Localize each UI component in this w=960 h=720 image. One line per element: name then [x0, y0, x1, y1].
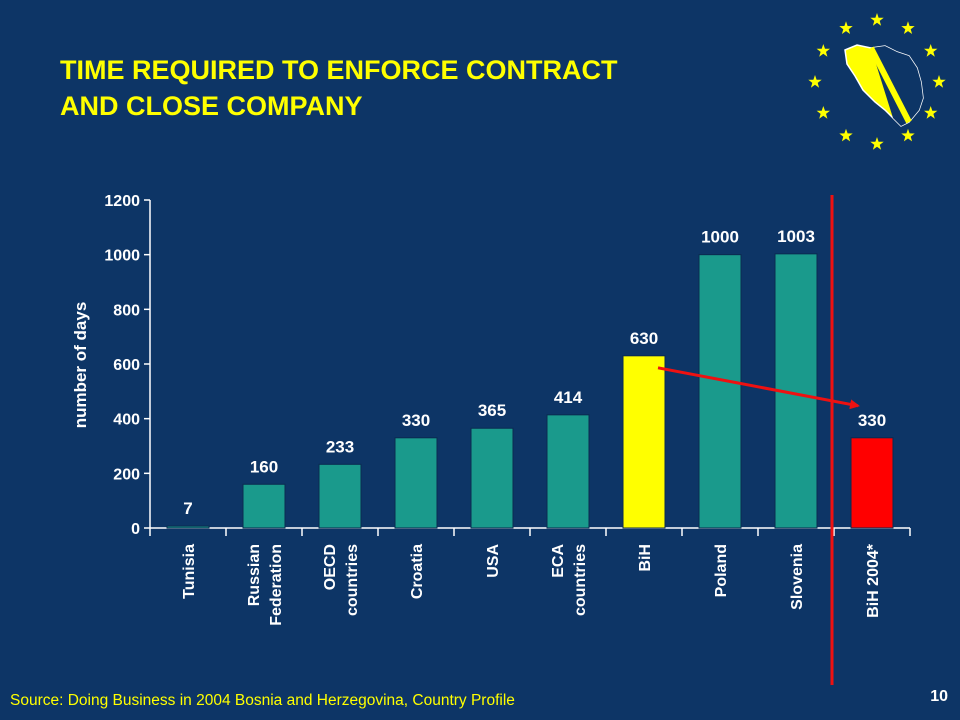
- category-label: BiH: [637, 544, 654, 572]
- value-label: 330: [402, 411, 430, 430]
- y-tick-label: 200: [113, 466, 140, 483]
- slide-title-line-2: AND CLOSE COMPANY: [60, 91, 363, 121]
- bar-poland: [698, 254, 742, 529]
- value-label: 1003: [777, 227, 815, 246]
- logo-star: [932, 75, 946, 88]
- category-label: Federation: [268, 544, 285, 626]
- eu-stars-ring: [808, 13, 946, 150]
- bars-group: [166, 253, 894, 529]
- bar-oecd-countries: [318, 463, 362, 529]
- bar-eca-countries: [546, 414, 590, 529]
- logo-star: [870, 13, 884, 26]
- category-labels-group: Tunisia Russian Federation OECD countries Cro…: [181, 543, 882, 626]
- category-label: Slovenia: [789, 544, 806, 610]
- page-number: 10: [930, 688, 948, 705]
- bar-bih-2004: [850, 437, 894, 529]
- value-label: 233: [326, 437, 354, 456]
- category-label: countries: [572, 544, 589, 616]
- y-tick-label: 1000: [104, 248, 140, 265]
- y-axis: 0 200 400 600 800 1000 1200: [104, 193, 151, 538]
- eu-stars-bosnia-map-icon: [808, 13, 946, 150]
- y-tick-label: 400: [113, 412, 140, 429]
- category-label: Poland: [713, 544, 730, 597]
- category-label: BiH 2004*: [865, 543, 882, 618]
- logo-star: [924, 106, 938, 119]
- logo-star: [901, 128, 915, 142]
- logo-star: [839, 21, 853, 34]
- value-label: 1000: [701, 228, 739, 247]
- category-label: ECA: [550, 544, 567, 578]
- logo-star: [901, 21, 915, 34]
- value-label: 330: [858, 411, 886, 430]
- bosnia-map-shape: [844, 44, 924, 127]
- value-label: 160: [250, 457, 278, 476]
- bar-usa: [470, 427, 514, 529]
- value-label: 414: [554, 388, 583, 407]
- value-label: 365: [478, 401, 506, 420]
- bar-tunisia: [166, 525, 210, 529]
- y-tick-label: 600: [113, 357, 140, 374]
- annotations-group: [657, 195, 860, 685]
- trend-arrow: [657, 366, 860, 410]
- y-axis-label: number of days: [71, 302, 90, 429]
- x-axis: [149, 527, 911, 536]
- bar-croatia: [394, 437, 438, 529]
- slide-title: TIME REQUIRED TO ENFORCE CONTRACT AND CL…: [60, 52, 780, 124]
- slide-title-line-1: TIME REQUIRED TO ENFORCE CONTRACT: [60, 55, 618, 85]
- logo-star: [816, 44, 830, 57]
- logo-star: [839, 128, 853, 142]
- category-label: countries: [344, 544, 361, 616]
- value-label: 7: [183, 499, 192, 518]
- logo-star: [870, 137, 884, 150]
- bar-bih: [622, 355, 666, 529]
- category-label: USA: [485, 544, 502, 578]
- value-labels-group: 7 160 233 330 365 414 630 1000 1003 330: [183, 227, 886, 518]
- source-note: Source: Doing Business in 2004 Bosnia an…: [10, 692, 515, 709]
- category-label: Croatia: [409, 544, 426, 599]
- logo-star: [924, 44, 938, 57]
- y-tick-label: 800: [113, 302, 140, 319]
- y-tick-label: 0: [131, 521, 140, 538]
- category-label: Tunisia: [181, 544, 198, 599]
- category-label: Russian: [246, 544, 263, 606]
- category-label: OECD: [322, 544, 339, 590]
- logo-star: [816, 106, 830, 119]
- bar-russian-federation: [242, 483, 286, 529]
- logo-star: [808, 75, 822, 88]
- y-tick-label: 1200: [104, 193, 140, 210]
- value-label: 630: [630, 329, 658, 348]
